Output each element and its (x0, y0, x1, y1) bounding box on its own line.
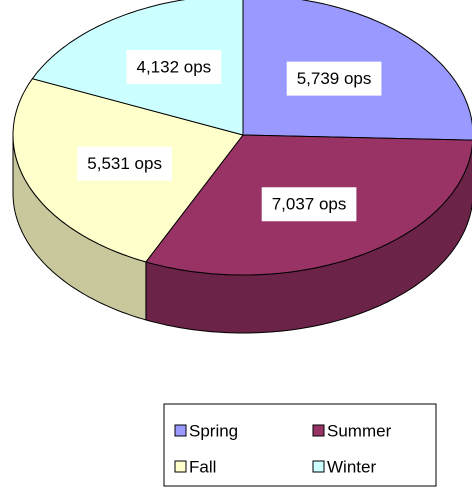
value-label: 5,531 ops (87, 154, 162, 173)
value-label-box (286, 61, 382, 96)
value-label: 7,037 ops (272, 195, 347, 214)
legend-label: Winter (327, 457, 376, 476)
legend-label: Spring (189, 421, 238, 440)
legend-label: Fall (189, 457, 216, 476)
legend-swatch (174, 424, 187, 437)
value-label-box (77, 146, 172, 181)
legend-swatch (174, 460, 187, 473)
legend-label: Summer (327, 421, 392, 440)
legend-swatch (312, 424, 325, 437)
value-label-box (126, 50, 222, 85)
legend-swatch (312, 460, 325, 473)
legend-box (163, 403, 437, 487)
value-label: 4,132 ops (136, 57, 211, 76)
value-label-box (261, 187, 357, 222)
value-label: 5,739 ops (297, 69, 372, 88)
